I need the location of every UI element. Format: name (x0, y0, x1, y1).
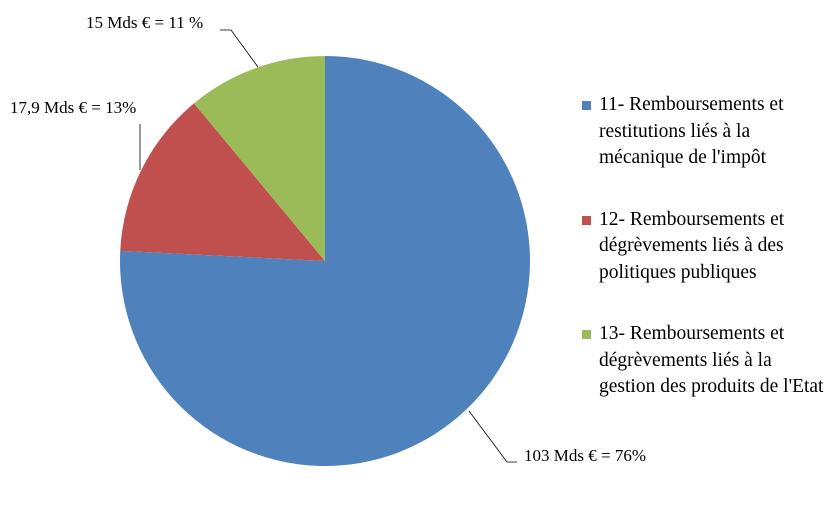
pie-slice-3 (193, 56, 325, 261)
legend: 11- Remboursements et restitutions liés … (582, 92, 832, 436)
pie-slice-1 (119, 56, 530, 466)
legend-item-13: 13- Remboursements et dégrèvements liés … (582, 321, 832, 401)
legend-label: 13- Remboursements et dégrèvements liés … (599, 323, 824, 397)
legend-swatch-blue (582, 101, 591, 110)
data-label-slice-1: 103 Mds € = 76% (524, 446, 646, 465)
leader-line-slice-1 (468, 410, 517, 463)
legend-swatch-green (582, 330, 591, 339)
legend-label: 12- Remboursements et dégrèvements liés … (599, 208, 785, 283)
pie-slice-2 (120, 103, 325, 262)
leader-line-slice-3 (220, 29, 259, 68)
data-label-slice-3: 15 Mds € = 11 % (86, 13, 204, 32)
data-label-slice-2: 17,9 Mds € = 13% (10, 98, 137, 117)
legend-swatch-red (582, 215, 591, 225)
legend-label: 11- Remboursements et restitutions liés … (599, 94, 784, 168)
legend-item-12: 12- Remboursements et dégrèvements liés … (582, 207, 832, 287)
legend-item-11: 11- Remboursements et restitutions liés … (582, 92, 832, 172)
